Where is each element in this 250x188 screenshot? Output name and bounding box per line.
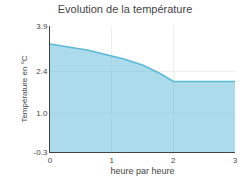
svg-text:Température en °C: Température en °C xyxy=(20,55,29,122)
svg-text:0: 0 xyxy=(48,156,53,165)
svg-text:Evolution de la température: Evolution de la température xyxy=(58,3,193,15)
svg-text:heure par heure: heure par heure xyxy=(110,166,174,176)
svg-text:2.4: 2.4 xyxy=(36,67,48,76)
svg-text:1.0: 1.0 xyxy=(36,109,48,118)
svg-text:1: 1 xyxy=(109,156,114,165)
svg-text:2: 2 xyxy=(171,156,176,165)
svg-text:3: 3 xyxy=(233,156,238,165)
svg-text:-0.3: -0.3 xyxy=(34,148,48,157)
svg-text:3.9: 3.9 xyxy=(36,22,48,31)
